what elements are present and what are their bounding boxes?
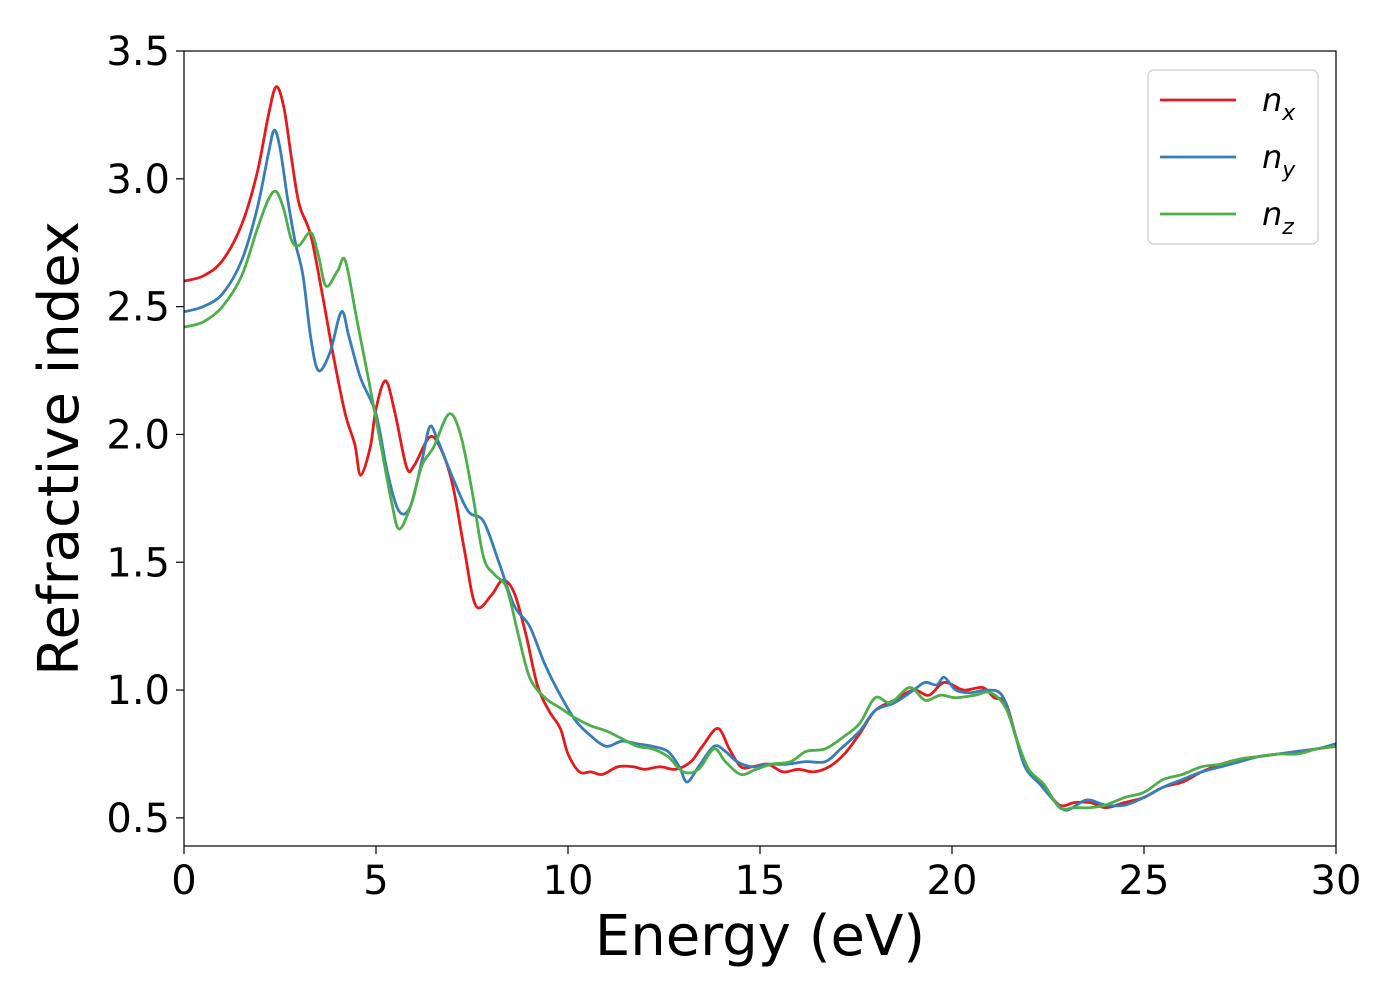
y-tick-label: 3.5 [106,29,170,75]
legend-label-z: nz [1262,195,1294,240]
x-tick-label: 30 [1311,858,1362,904]
series-line-z [184,189,1336,811]
x-axis: 0 5 10 15 20 25 30 [171,846,1361,904]
x-tick-label: 0 [171,858,196,904]
x-axis-title: Energy (eV) [595,904,925,969]
y-tick-label: 1.0 [106,668,170,714]
x-tick-label: 10 [543,858,594,904]
x-tick-label: 5 [363,858,388,904]
x-tick-label: 25 [1119,858,1170,904]
y-tick-label: 0.5 [106,796,170,842]
y-axis: 0.5 1.0 1.5 2.0 2.5 3.0 3.5 [106,29,184,842]
series-layer [184,85,1336,812]
y-tick-label: 1.5 [106,540,170,586]
y-tick-label: 2.0 [106,412,170,458]
y-tick-label: 2.5 [106,285,170,331]
x-tick-label: 20 [927,858,978,904]
y-tick-label: 3.0 [106,157,170,203]
series-line-y [184,128,1336,812]
y-axis-title: Refractive index [27,221,92,676]
x-tick-label: 15 [735,858,786,904]
series-line-x [184,85,1336,810]
